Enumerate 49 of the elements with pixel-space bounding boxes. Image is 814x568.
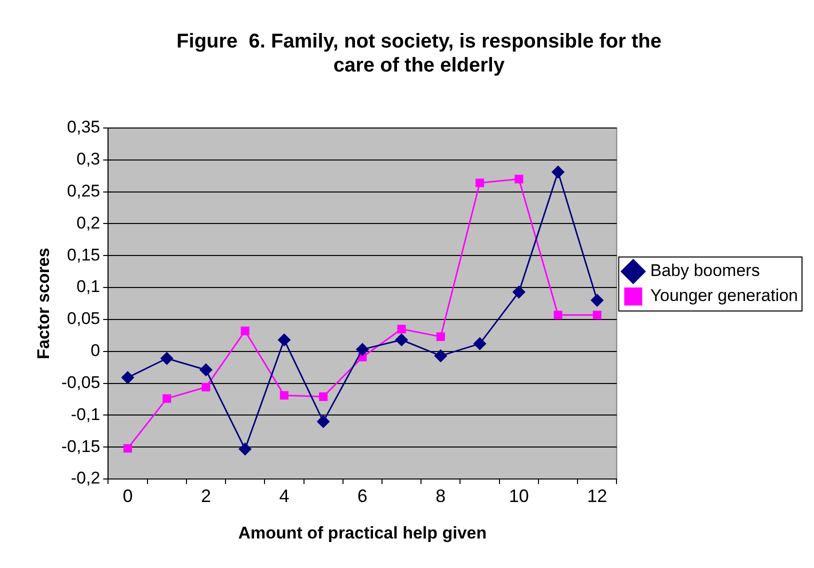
- y-tick-label: 0,05: [67, 309, 100, 328]
- point: [240, 326, 250, 336]
- x-tick-label: 12: [587, 486, 608, 506]
- chart-title: Figure 6. Family, not society, is responsible for the care of the elderly: [176, 30, 662, 77]
- point: [474, 337, 486, 350]
- point: [319, 392, 328, 401]
- point: [202, 382, 210, 392]
- point: [162, 394, 172, 403]
- point: [552, 166, 564, 178]
- legend-label: Baby boomers: [650, 261, 760, 280]
- point: [590, 294, 604, 307]
- y-tick-label: -0,05: [61, 372, 100, 392]
- y-axis-title: Factor scores: [34, 248, 53, 360]
- point: [200, 364, 212, 376]
- y-tick-label: 0,15: [67, 245, 100, 264]
- point: [514, 174, 524, 184]
- point: [395, 334, 408, 346]
- x-tick-label: 2: [200, 486, 211, 506]
- point: [356, 343, 369, 356]
- y-tick-label: 0,1: [76, 277, 100, 296]
- point: [434, 350, 447, 362]
- legend-label: Younger generation: [650, 286, 798, 306]
- point: [592, 310, 602, 320]
- y-tick-label: 0,2: [76, 213, 100, 232]
- point: [278, 334, 290, 346]
- y-tick-label: 0: [90, 341, 100, 360]
- point: [121, 371, 134, 384]
- x-tick-label: 10: [508, 486, 529, 506]
- point: [238, 442, 252, 456]
- x-tick-label: 4: [279, 486, 290, 506]
- x-tick-label: 0: [122, 486, 133, 506]
- point: [436, 332, 445, 341]
- point: [280, 391, 288, 400]
- x-tick-label: 6: [357, 486, 368, 506]
- y-tick-label: -0,2: [70, 468, 100, 488]
- y-tick-label: -0,15: [61, 436, 100, 456]
- point: [554, 310, 562, 320]
- point: [476, 178, 484, 188]
- point: [160, 352, 174, 365]
- y-tick-label: 0,25: [67, 182, 100, 201]
- x-tick-label: 8: [436, 486, 446, 506]
- point: [397, 324, 406, 334]
- y-tick-label: -0,1: [70, 404, 100, 424]
- point: [512, 286, 526, 298]
- x-axis-title: Amount of practical help given: [238, 523, 487, 542]
- point: [123, 444, 132, 453]
- y-tick-label: 0,3: [76, 150, 100, 169]
- y-tick-label: 0,35: [67, 118, 100, 137]
- point: [317, 415, 330, 428]
